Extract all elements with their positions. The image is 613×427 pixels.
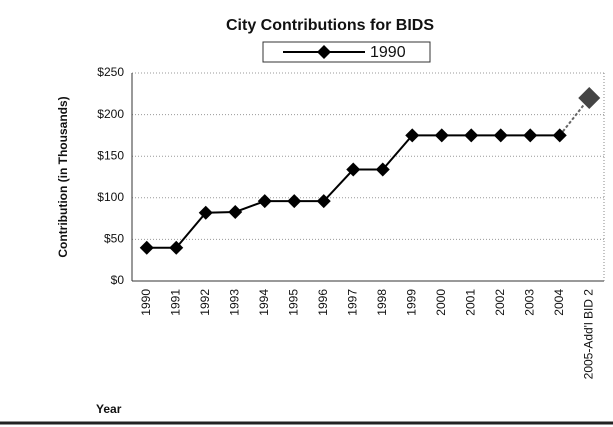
marker bbox=[316, 194, 331, 209]
x-tick-label: 1993 bbox=[227, 289, 241, 316]
legend-label: 1990 bbox=[370, 44, 406, 61]
x-tick-label: 2004 bbox=[552, 289, 566, 316]
x-tick-label: 2005-Add'l BID 2 bbox=[581, 289, 595, 380]
marker bbox=[198, 205, 213, 220]
line-dashed bbox=[558, 97, 591, 137]
x-tick-label: 1997 bbox=[345, 289, 359, 316]
marker bbox=[257, 194, 272, 209]
x-tick-label: 2003 bbox=[522, 289, 536, 316]
marker bbox=[552, 128, 567, 143]
y-tick-label: $200 bbox=[97, 107, 124, 121]
marker bbox=[434, 128, 449, 143]
marker bbox=[523, 128, 538, 143]
x-tick-label: 1994 bbox=[257, 289, 271, 316]
marker bbox=[346, 162, 361, 177]
x-tick-label: 1992 bbox=[198, 289, 212, 316]
marker bbox=[464, 128, 479, 143]
x-tick-label: 1996 bbox=[316, 289, 330, 316]
x-tick-label: 2002 bbox=[493, 289, 507, 316]
y-axis-title: Contribution (in Thousands) bbox=[56, 96, 70, 257]
marker bbox=[287, 194, 302, 209]
marker bbox=[139, 240, 154, 255]
marker bbox=[578, 86, 601, 109]
chart-title: City Contributions for BIDS bbox=[226, 17, 434, 34]
marker bbox=[375, 162, 390, 177]
x-tick-label: 2001 bbox=[463, 289, 477, 316]
marker bbox=[169, 240, 184, 255]
marker bbox=[493, 128, 508, 143]
x-tick-label: 1999 bbox=[404, 289, 418, 316]
marker bbox=[405, 128, 420, 143]
x-axis-title: Year bbox=[96, 402, 122, 416]
y-tick-label: $250 bbox=[97, 65, 124, 79]
marker bbox=[228, 204, 243, 219]
x-tick-label: 1991 bbox=[168, 289, 182, 316]
x-tick-label: 1995 bbox=[286, 289, 300, 316]
line bbox=[146, 134, 560, 249]
x-tick-label: 2000 bbox=[434, 289, 448, 316]
y-tick-label: $100 bbox=[97, 190, 124, 204]
x-tick-label: 1998 bbox=[375, 289, 389, 316]
y-tick-label: $50 bbox=[104, 232, 124, 246]
y-tick-label: $150 bbox=[97, 148, 124, 162]
x-tick-label: 1990 bbox=[139, 289, 153, 316]
y-tick-label: $0 bbox=[111, 273, 125, 287]
legend-marker bbox=[317, 45, 331, 59]
